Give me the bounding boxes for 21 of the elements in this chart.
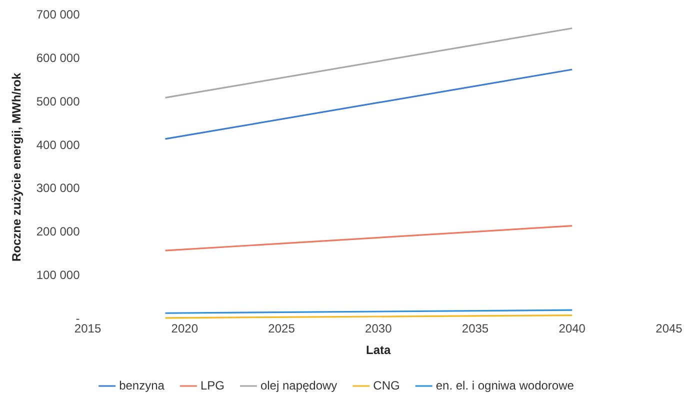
x-tick-label: 2035 [462, 322, 489, 336]
y-tick-label: 100 000 [36, 268, 80, 282]
y-tick-label: 400 000 [36, 138, 80, 152]
x-tick-label: 2015 [74, 322, 102, 336]
legend-label: benzyna [119, 378, 165, 392]
y-axis-title: Roczne zużycie energii, MWh/rok [10, 72, 24, 262]
legend-label: CNG [373, 378, 400, 392]
y-tick-label: 500 000 [36, 94, 80, 108]
y-tick-label: 600 000 [36, 50, 80, 65]
x-tick-label: 2020 [171, 322, 198, 336]
x-tick-label: 2030 [365, 322, 392, 336]
legend-label: en. el. i ogniwa wodorowe [436, 378, 574, 392]
x-axis-title: Lata [366, 343, 392, 358]
x-tick-label: 2040 [558, 322, 586, 336]
legend-label: LPG [200, 378, 224, 392]
y-tick-label: 300 000 [36, 181, 80, 196]
x-tick-label: 2045 [656, 322, 683, 336]
x-tick-label: 2025 [268, 322, 296, 336]
legend-label: olej napędowy [260, 378, 338, 392]
y-tick-label: 200 000 [36, 224, 80, 239]
y-tick-label: 700 000 [36, 8, 80, 22]
